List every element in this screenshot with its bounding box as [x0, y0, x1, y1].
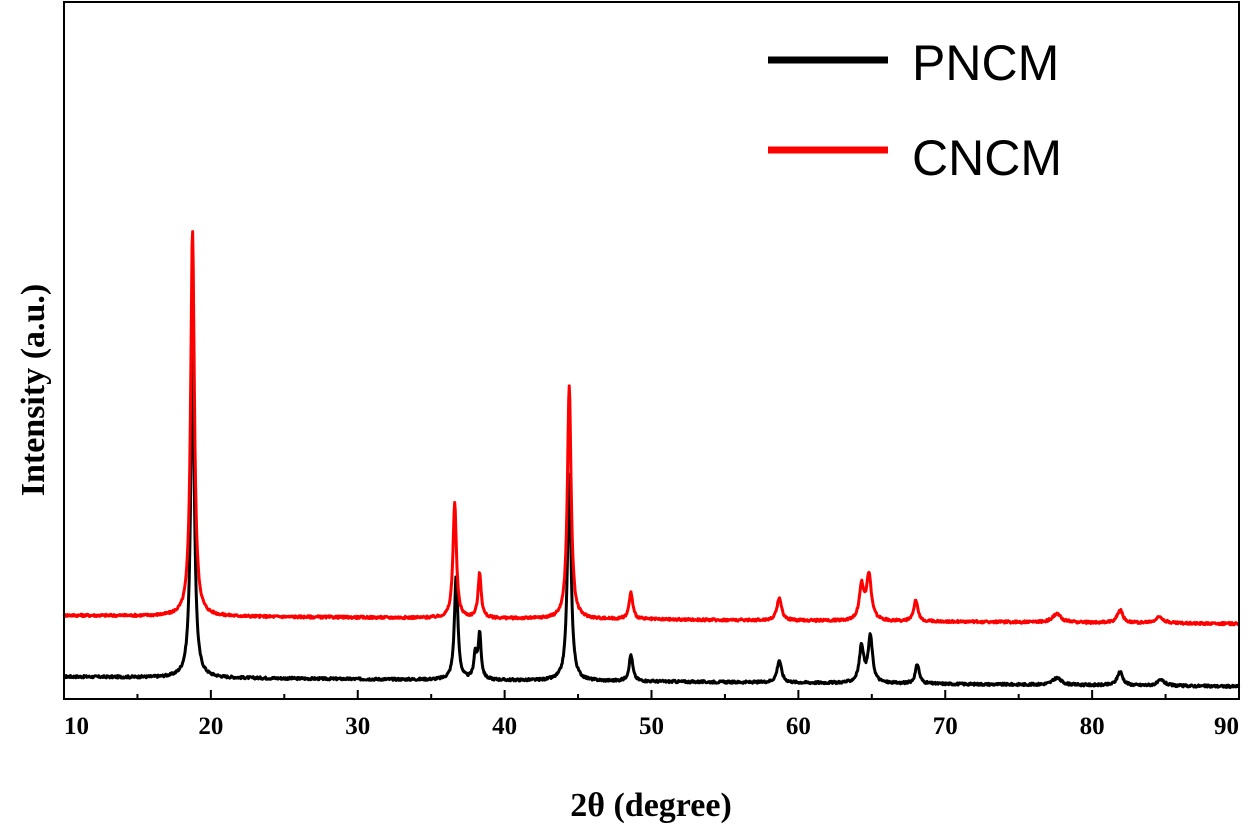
series-layer	[62, 230, 1241, 690]
x-tick-label: 60	[786, 713, 811, 740]
x-tick-label: 90	[1214, 713, 1239, 740]
x-axis: 10 20 30 40 50 60 70 80 90	[63, 690, 1240, 740]
x-axis-title: 2θ (degree)	[570, 787, 732, 824]
series-line-pncm	[63, 353, 1241, 690]
x-tick-label: 70	[933, 713, 958, 740]
legend: PNCM CNCM	[768, 35, 1062, 186]
x-tick-label: 40	[492, 713, 517, 740]
y-axis-title: Intensity (a.u.)	[15, 284, 52, 497]
x-tick-label: 50	[639, 713, 664, 740]
x-tick-label: 80	[1080, 713, 1105, 740]
legend-label-cncm: CNCM	[912, 130, 1062, 186]
plot-frame	[63, 1, 1240, 700]
x-tick-label: 20	[198, 713, 223, 740]
series-line-cncm	[62, 230, 1240, 627]
x-tick-label: 10	[64, 713, 89, 740]
x-tick-label: 30	[345, 713, 370, 740]
legend-label-pncm: PNCM	[912, 35, 1059, 91]
